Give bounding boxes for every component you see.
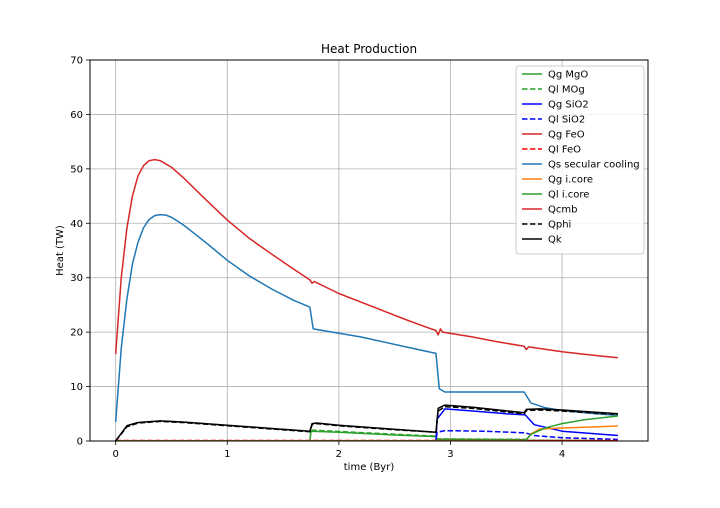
series-line-8 <box>115 425 618 441</box>
x-axis-label: time (Byr) <box>344 462 395 473</box>
y-tick-label: 20 <box>70 328 83 339</box>
plot-frame <box>89 59 649 442</box>
legend-label-12: Qk <box>548 235 562 246</box>
x-tick-label: 0 <box>112 449 118 460</box>
y-tick-label: 40 <box>70 219 83 230</box>
legend-label-11: Qphi <box>548 220 571 231</box>
x-tick-label: 3 <box>447 449 453 460</box>
y-tick-label: 60 <box>70 110 83 121</box>
legend-label-2: Ql MOg <box>548 85 585 96</box>
legend-label-4: Ql SiO2 <box>548 115 585 126</box>
legend-label-5: Qg FeO <box>548 130 585 141</box>
series-line-10 <box>114 158 618 359</box>
legend-label-10: Qcmb <box>548 205 577 216</box>
series-line-12 <box>115 404 618 441</box>
series-line-7 <box>114 213 618 423</box>
y-tick-label: 10 <box>70 382 83 393</box>
chart-title: Heat Production <box>321 42 417 56</box>
legend-label-1: Qg MgO <box>548 70 588 81</box>
legend-label-3: Qg SiO2 <box>548 100 589 111</box>
legend-label-7: Qs secular cooling <box>548 160 640 171</box>
y-tick-label: 70 <box>70 56 83 67</box>
y-tick-label: 50 <box>70 164 83 175</box>
y-tick-label: 0 <box>77 437 83 448</box>
legend-label-6: Ql FeO <box>548 145 581 156</box>
legend-label-8: Qg i.core <box>548 175 593 186</box>
x-tick-label: 1 <box>224 449 230 460</box>
legend: Qg MgO Ql MOg Qg SiO2 Ql SiO2 Qg FeO Ql FeO Qs… <box>515 65 645 255</box>
legend-label-9: Ql i.core <box>548 190 589 201</box>
x-tick-label: 4 <box>559 449 565 460</box>
x-tick-label: 2 <box>336 449 342 460</box>
y-tick-label: 30 <box>70 273 83 284</box>
legend-box <box>515 65 645 255</box>
series-line-4 <box>115 429 618 441</box>
y-axis-label: Heat (TW) <box>55 225 66 276</box>
series-line-9 <box>115 415 618 441</box>
